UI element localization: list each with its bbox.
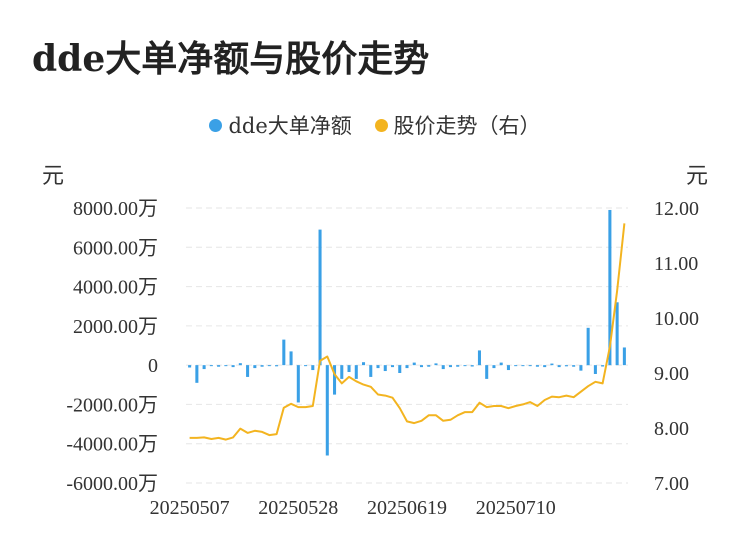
- left-tick-label: 2000.00万: [73, 316, 158, 338]
- chart-title: dde大单净额与股价走势: [32, 38, 430, 80]
- bar: [304, 365, 308, 367]
- left-tick-label: -2000.00万: [66, 394, 158, 416]
- bar: [333, 365, 337, 395]
- bar: [202, 365, 206, 370]
- x-tick-label: 20250507: [150, 497, 230, 519]
- bar-series: [188, 209, 626, 456]
- bar: [325, 365, 329, 456]
- bar: [354, 365, 358, 379]
- bar: [622, 347, 626, 366]
- bar: [586, 327, 590, 366]
- bar: [267, 365, 271, 367]
- bar: [318, 229, 322, 366]
- bar: [543, 365, 547, 368]
- bar: [209, 365, 213, 367]
- bar: [217, 365, 221, 367]
- right-tick-label: 9.00: [654, 363, 689, 385]
- bar: [506, 365, 510, 371]
- bar: [441, 365, 445, 370]
- right-tick-label: 10.00: [654, 308, 699, 330]
- legend-label-line: 股价走势（右）: [393, 114, 541, 138]
- legend-label-bars: dde大单净额: [228, 114, 352, 138]
- bar: [535, 365, 539, 367]
- bar: [383, 365, 387, 372]
- legend-line-dot-icon: [374, 118, 388, 132]
- bar: [405, 365, 409, 369]
- bar: [231, 365, 235, 368]
- bar: [456, 365, 460, 367]
- bar: [528, 365, 532, 367]
- left-tick-label: -6000.00万: [66, 473, 158, 495]
- bar: [347, 365, 351, 373]
- legend-item-line[interactable]: 股价走势（右）: [374, 110, 541, 140]
- left-tick-label: -4000.00万: [66, 434, 158, 456]
- bar: [246, 365, 250, 377]
- bar: [340, 365, 344, 379]
- bar: [289, 351, 293, 366]
- left-tick-label: 0: [148, 355, 158, 377]
- right-axis-ticks: 12.00 11.00 10.00 9.00 8.00 7.00: [654, 198, 699, 495]
- bar: [572, 365, 576, 367]
- bar: [260, 365, 264, 367]
- bar: [492, 365, 496, 369]
- left-axis-ticks: 8000.00万 6000.00万 4000.00万 2000.00万 0 -2000.0…: [66, 198, 158, 495]
- bar: [275, 365, 279, 367]
- line-series: [189, 223, 626, 441]
- bar: [311, 365, 315, 371]
- left-tick-label: 8000.00万: [73, 198, 158, 220]
- bar: [521, 365, 525, 367]
- right-tick-label: 11.00: [654, 253, 698, 275]
- bar: [550, 363, 554, 366]
- bar: [238, 363, 242, 366]
- right-tick-label: 8.00: [654, 418, 689, 440]
- left-tick-label: 4000.00万: [73, 277, 158, 299]
- bar: [615, 302, 619, 366]
- right-tick-label: 7.00: [654, 473, 689, 495]
- legend-item-bars[interactable]: dde大单净额: [209, 110, 352, 140]
- chart-legend: dde大单净额 股价走势（右）: [0, 110, 750, 140]
- bar: [593, 365, 597, 374]
- bar: [412, 362, 416, 366]
- legend-bar-dot-icon: [209, 118, 223, 132]
- bar: [608, 209, 612, 366]
- bar: [419, 365, 424, 368]
- bar: [224, 365, 228, 367]
- x-tick-label: 20250619: [367, 497, 447, 519]
- left-axis-unit: 元: [42, 164, 65, 189]
- bar: [376, 365, 380, 369]
- chart-grid: [186, 207, 628, 484]
- bar: [564, 365, 568, 367]
- bar: [434, 363, 438, 366]
- bar: [579, 365, 583, 371]
- bar: [369, 365, 373, 377]
- bar: [477, 350, 481, 366]
- bar: [427, 365, 431, 367]
- bar: [485, 365, 489, 379]
- right-axis-unit: 元: [685, 164, 708, 189]
- right-tick-label: 12.00: [654, 198, 699, 220]
- bar: [362, 362, 366, 366]
- x-tick-label: 20250528: [258, 497, 338, 519]
- bar: [195, 365, 199, 383]
- bar: [470, 365, 474, 367]
- x-tick-label: 20250710: [476, 497, 556, 519]
- bar: [601, 365, 605, 367]
- bar: [390, 365, 395, 368]
- bar: [514, 365, 518, 367]
- bar: [448, 365, 452, 368]
- bar: [499, 362, 503, 366]
- left-tick-label: 6000.00万: [73, 237, 158, 259]
- bar: [296, 365, 300, 403]
- x-axis-ticks: 20250507 20250528 20250619 20250710: [150, 497, 556, 519]
- bar: [463, 365, 467, 367]
- bar: [253, 365, 257, 369]
- price-line: [189, 223, 626, 441]
- bar: [398, 365, 402, 373]
- bar: [557, 365, 561, 368]
- bar: [188, 365, 192, 368]
- bar: [282, 339, 286, 366]
